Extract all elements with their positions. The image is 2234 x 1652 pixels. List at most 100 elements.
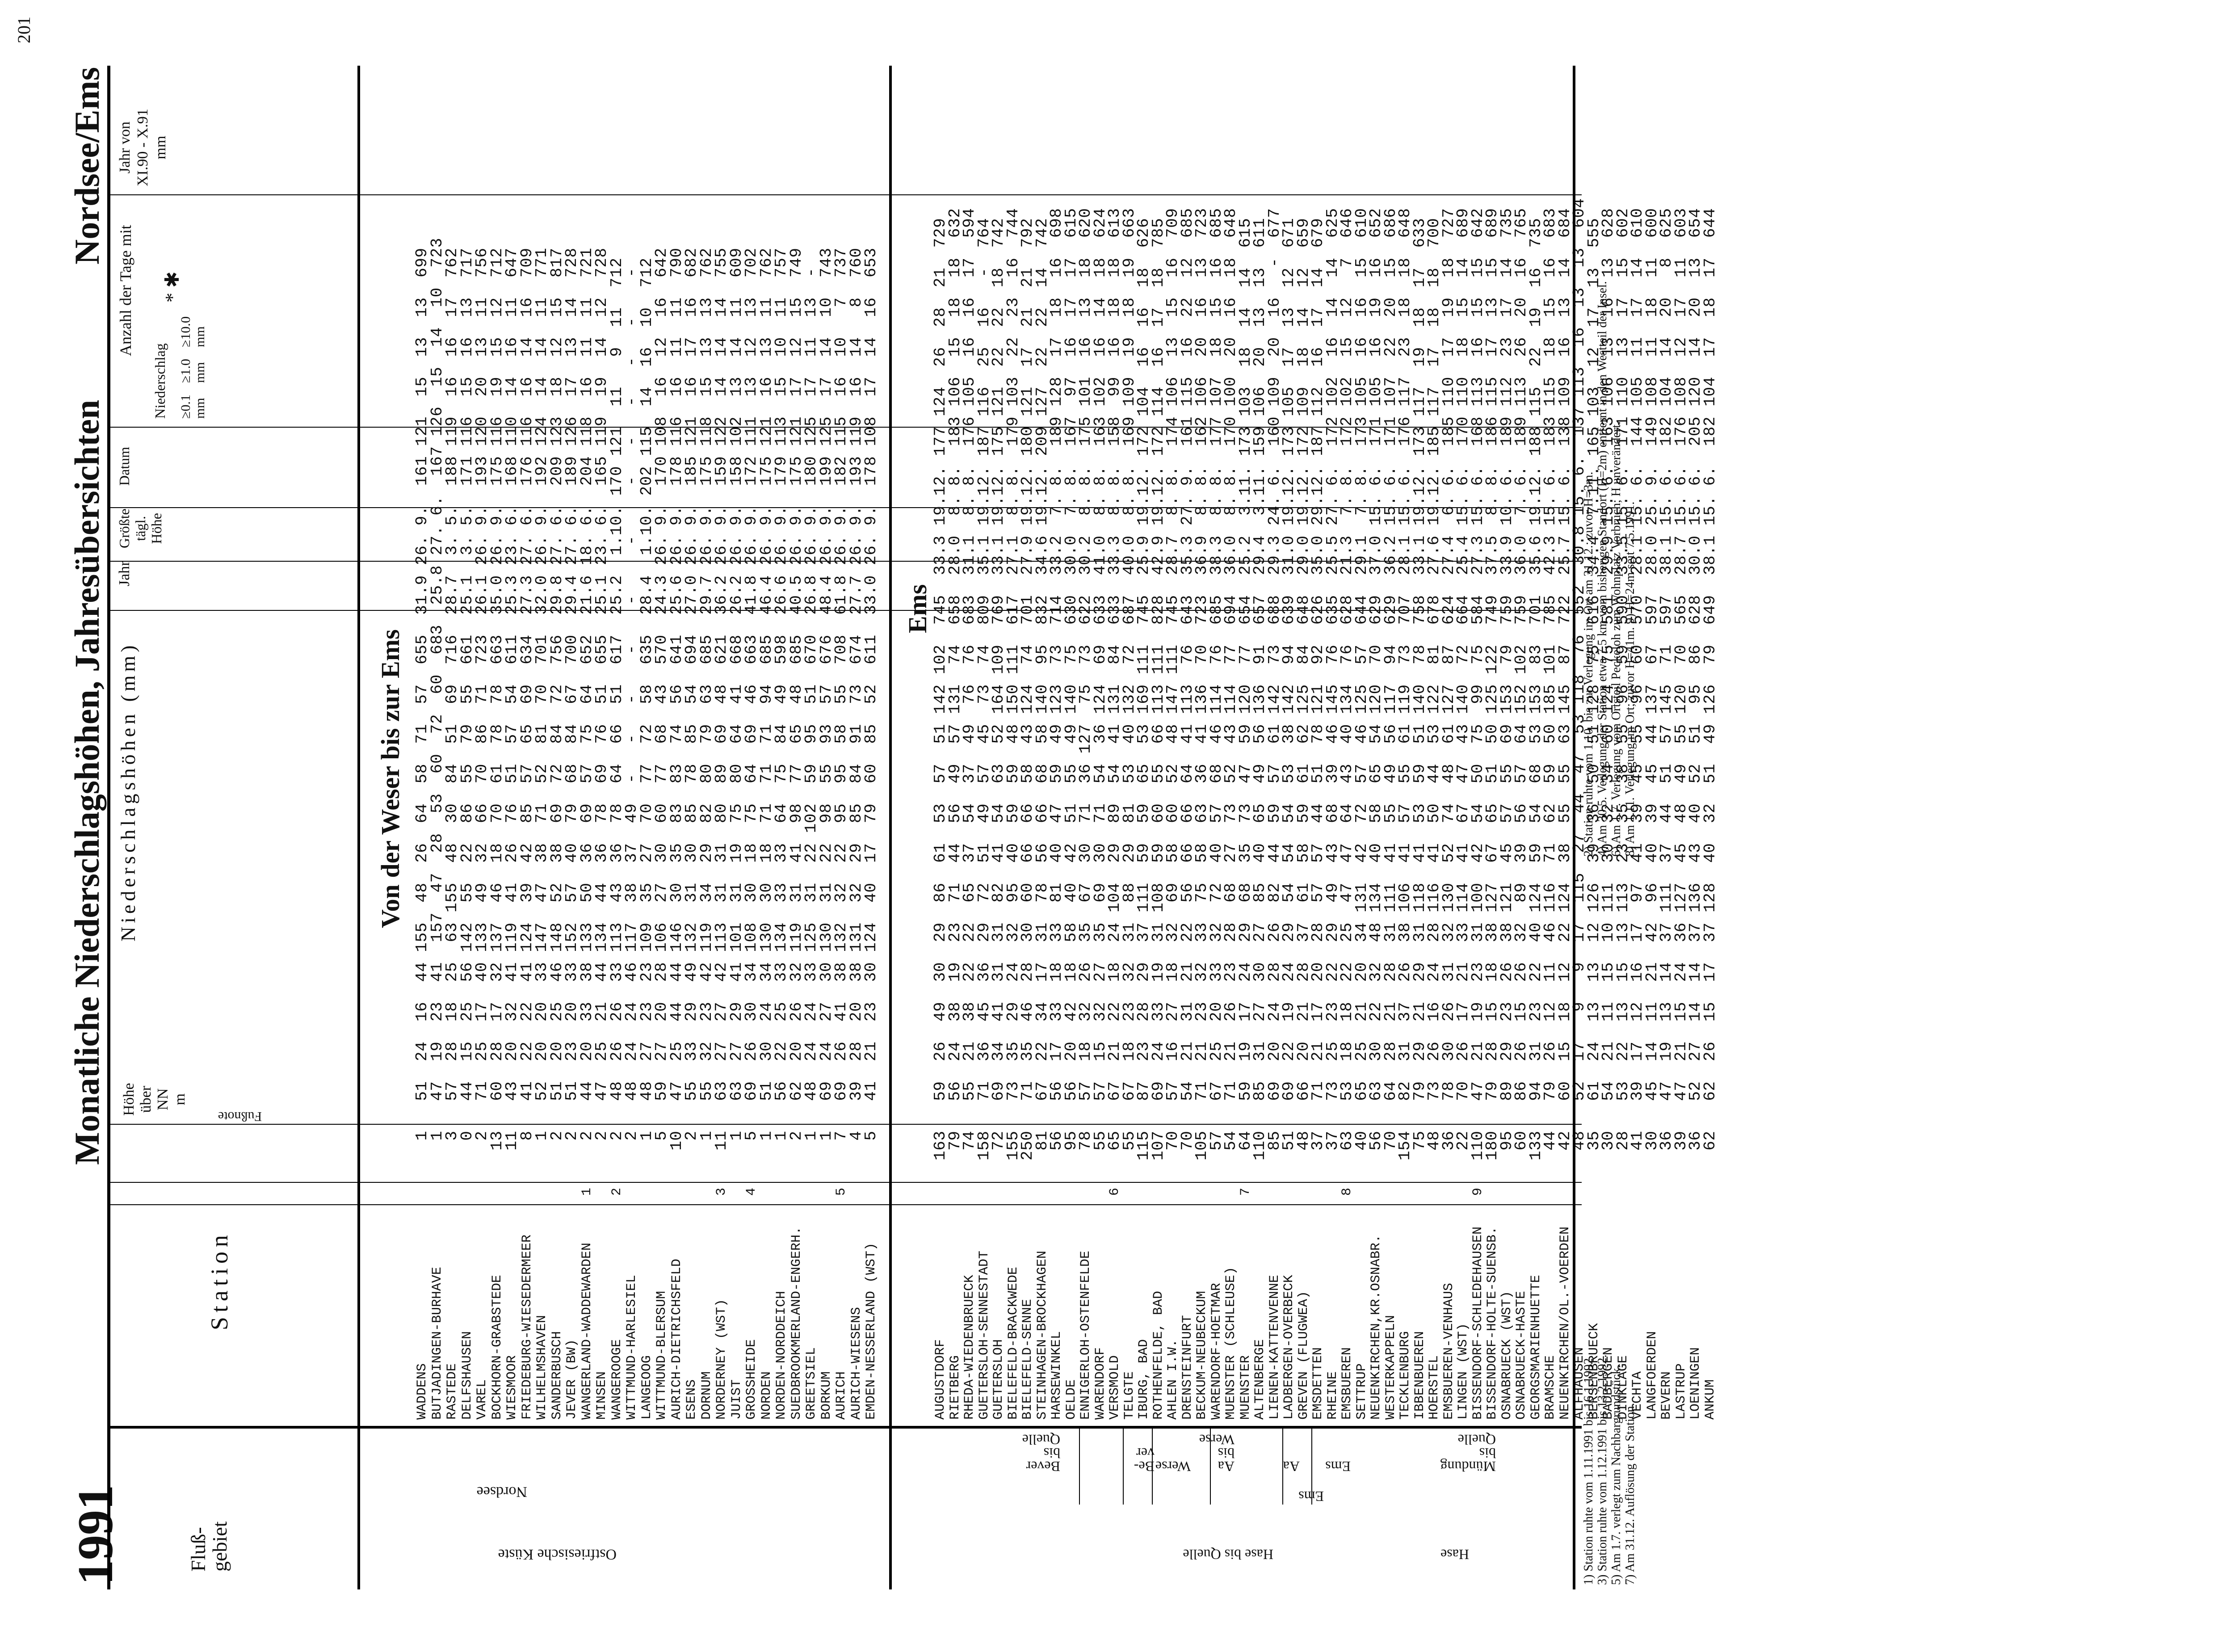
basin-inner-label: Mündung bis Quelle <box>1440 1432 1496 1475</box>
row-values: 60 86 26 15 26 32 89 39 56 57 64 152 102… <box>1512 208 1530 1160</box>
row-values: 95 89 29 23 26 38 121 45 57 55 69 153 79… <box>1497 208 1516 1160</box>
row-values: 5 69 26 30 34 108 30 18 75 64 69 46 663 … <box>742 248 760 1160</box>
row-values: 3 57 28 18 25 63 155 48 30 84 51 69 716 … <box>443 248 461 1160</box>
row-values: 163 59 26 49 30 29 86 61 53 57 51 142 10… <box>931 218 949 1160</box>
row-values: 155 73 35 29 24 32 95 40 59 59 48 150 11… <box>1004 208 1022 1160</box>
footnotes-right: 2) Station ruhte vom 1.10. bis zur Verle… <box>1582 97 1637 857</box>
footnotes-left: 1) Station ruhte vom 1.11.1991 bis 16.1.… <box>1582 870 1637 1585</box>
row-values: 2 44 20 33 38 133 50 36 69 57 75 64 652 … <box>577 248 596 1160</box>
basin-inner-label: Aa bis Werse <box>1199 1432 1235 1475</box>
row-values: 5 59 27 20 28 106 27 30 60 77 68 43 570 … <box>652 248 671 1160</box>
row-values: 1 52 20 20 33 147 47 38 71 52 81 70 701 … <box>533 248 551 1160</box>
row-values: 2 55 33 29 49 132 31 30 85 78 85 54 694 … <box>682 248 701 1160</box>
row-values: 30 45 14 11 21 42 96 40 39 45 44 137 67 … <box>1642 208 1661 1160</box>
footnote-ref: 7 <box>1238 1188 1253 1196</box>
header-niederschlag: Niederschlag <box>152 343 168 419</box>
basin-outer-label: Hase <box>1440 1547 1469 1563</box>
footnote: 4) Am 30.5. Verlegung der Station etwa 7… <box>1596 281 1609 857</box>
header-anzahl: Anzahl der Tage mit <box>117 225 134 356</box>
row-values: 0 44 15 25 56 142 55 22 86 55 79 55 661 … <box>458 248 476 1160</box>
row-values: 37 71 21 17 20 28 57 57 44 51 78 121 92 … <box>1309 218 1327 1160</box>
header-ge100: ≥10.0 mm <box>178 316 207 347</box>
section-divider <box>889 66 892 1589</box>
header-fussnote: Fußnote <box>218 1109 262 1124</box>
row-values: 110 85 31 27 30 27 85 40 65 49 56 136 91… <box>1251 218 1269 1160</box>
footnote: 7) Am 31.12. Auflösung der Station. <box>1623 1403 1637 1585</box>
row-values: 2 51 23 20 33 152 57 40 79 68 84 67 700 … <box>563 248 581 1160</box>
basin-inner-label: Aa <box>1283 1459 1300 1475</box>
footnote: 3) Station ruhte vom 1.12.1991 bis 13.2.… <box>1596 1354 1609 1585</box>
basin-inner-label: Bever bis Quelle <box>1022 1432 1060 1475</box>
header-datum: Datum <box>116 446 132 486</box>
row-values: 57 67 25 20 33 32 72 40 57 68 46 114 76 … <box>1207 208 1226 1160</box>
row-values: 48 73 26 16 24 28 116 41 50 44 53 122 81… <box>1425 218 1443 1160</box>
row-values: 36 47 19 13 14 37 111 37 44 51 57 145 71… <box>1657 208 1676 1160</box>
row-values: 78 57 18 32 26 35 67 30 71 36 127 75 73 … <box>1076 208 1095 1160</box>
row-values: 63 53 18 18 22 25 47 47 64 43 40 134 76 … <box>1338 208 1356 1160</box>
footnote-ref: 3 <box>714 1188 729 1196</box>
header-station: Station <box>206 1230 233 1330</box>
row-values: 40 65 25 21 20 34 131 42 72 57 46 125 57… <box>1352 208 1371 1160</box>
row-values: 1 63 27 29 41 101 31 19 75 80 64 41 668 … <box>727 248 746 1160</box>
row-values: 2 71 25 17 40 133 49 32 66 70 86 71 723 … <box>473 248 491 1160</box>
footnote-ref: 1 <box>579 1188 595 1196</box>
row-values: 42 60 15 18 12 22 124 38 55 55 63 145 87… <box>1555 208 1574 1160</box>
rule-after-anzahl <box>107 194 1582 195</box>
row-values: 75 79 29 21 29 31 118 41 53 59 51 140 78… <box>1410 218 1429 1160</box>
footnote: 5) Am 1.7. verlegt zum Nachbargrundstück… <box>1609 1365 1623 1585</box>
footnote-ref: 8 <box>1340 1188 1355 1196</box>
row-values: 115 87 23 28 29 37 111 59 59 65 53 169 1… <box>1134 218 1153 1160</box>
row-values: 4 39 28 20 38 131 32 29 85 84 91 73 674 … <box>847 248 865 1160</box>
row-values: 11 43 20 32 41 119 41 26 76 51 57 54 611… <box>503 248 521 1160</box>
row-values: 10 47 25 44 44 146 30 35 83 83 74 56 641… <box>667 248 686 1160</box>
row-values: 250 71 35 46 28 30 60 66 66 58 43 124 74… <box>1018 218 1037 1160</box>
footnote: 6) Am 1.7. Verlegung vom Ortsteil Peckel… <box>1609 421 1623 857</box>
row-values: 158 71 36 45 36 29 72 51 49 57 45 73 74 … <box>974 218 993 1160</box>
row-values: 64 59 19 17 24 29 68 35 73 47 59 120 77 … <box>1236 218 1255 1160</box>
basin-group-divider <box>1079 1429 1080 1505</box>
row-values: 55 67 18 23 32 31 88 29 81 53 40 132 72 … <box>1120 208 1138 1160</box>
section-heading-ems: Ems <box>903 584 932 633</box>
footnote-ref: 9 <box>1470 1188 1486 1196</box>
row-values: 51 69 22 19 24 29 54 54 54 53 38 142 94 … <box>1280 218 1298 1160</box>
row-values: 107 69 24 33 19 31 108 59 60 55 66 113 1… <box>1149 218 1167 1160</box>
footnote-ref: 5 <box>834 1188 849 1196</box>
footnote: 8) Am 1.11. Verlegung im Ort; zuvor H=41… <box>1623 501 1637 857</box>
basin-inner-label: Werse <box>1155 1459 1191 1475</box>
table-bottom-rule <box>1573 66 1575 1589</box>
header-hoehe: Höhe über NN m <box>121 1083 188 1116</box>
table-header: Fluß- gebiet Station Fußnote Höhe über N… <box>107 66 360 1589</box>
basin-outer-label: Hase bis Quelle <box>1183 1547 1273 1563</box>
page-number: 201 <box>14 17 34 43</box>
row-values: 1 48 24 24 33 125 31 22 102 59 95 51 670… <box>802 267 820 1160</box>
basin-group-divider <box>1122 1429 1124 1505</box>
row-values: 85 69 20 24 28 26 82 44 59 57 61 142 73 … <box>1265 208 1284 1160</box>
row-values: 1 51 24 16 44 155 48 26 64 58 71 57 655 … <box>413 248 431 1160</box>
header-ge10: ≥1.0 mm <box>178 359 207 383</box>
basin-outer-label: Ems <box>1298 1488 1324 1505</box>
row-values: 62 62 26 15 17 37 128 40 32 51 49 126 79… <box>1701 208 1719 1160</box>
row-values: 74 55 21 38 22 22 65 37 54 37 49 76 76 6… <box>960 208 978 1160</box>
row-values: 8 41 22 22 41 124 39 42 85 57 65 69 634 … <box>517 248 536 1160</box>
row-values: 2 51 20 25 46 148 52 38 69 72 84 72 756 … <box>547 248 566 1160</box>
row-values: 2 47 25 21 44 134 44 36 78 69 76 51 655 … <box>592 248 611 1160</box>
footnote: 1) Station ruhte vom 1.11.1991 bis 16.1.… <box>1582 1355 1596 1585</box>
row-values: 44 79 26 12 11 46 116 71 62 59 50 185 10… <box>1541 208 1559 1160</box>
basin-inner-1: Nordsee <box>476 1484 527 1500</box>
row-values: 133 94 31 23 22 40 124 59 54 68 53 153 8… <box>1526 218 1545 1160</box>
header-groesste: Größte tägl. Höhe <box>116 509 164 548</box>
row-values: 2 48 26 26 33 113 43 36 78 64 66 51 617 … <box>607 257 626 1160</box>
basin-outer-1: Ostfriesische Küste <box>498 1546 617 1563</box>
page-title: Monatliche Niederschlagshöhen, Jahresübe… <box>67 399 106 1165</box>
header-symbols: * ✱ <box>161 271 183 303</box>
row-values: 65 67 21 22 18 24 104 29 89 54 41 131 84… <box>1105 208 1124 1160</box>
region-title: Nordsee/Ems <box>67 67 106 265</box>
row-values: 2 62 20 26 32 119 31 41 98 77 65 48 685 … <box>787 248 806 1160</box>
row-values: 56 63 30 22 32 48 134 40 58 65 54 120 70… <box>1367 208 1385 1160</box>
row-values: 56 56 17 33 18 33 81 40 47 59 49 123 73 … <box>1047 208 1066 1160</box>
row-values: 70 57 16 27 18 32 69 58 60 52 48 147 111… <box>1163 208 1182 1160</box>
section-heading-weser-ems: Von der Weser bis zur Ems <box>376 629 405 928</box>
header-jahr-von: Jahr von XI.90 - X.91 mm <box>117 109 169 186</box>
row-values: 55 57 15 32 27 35 69 30 71 54 36 124 69 … <box>1091 208 1109 1160</box>
